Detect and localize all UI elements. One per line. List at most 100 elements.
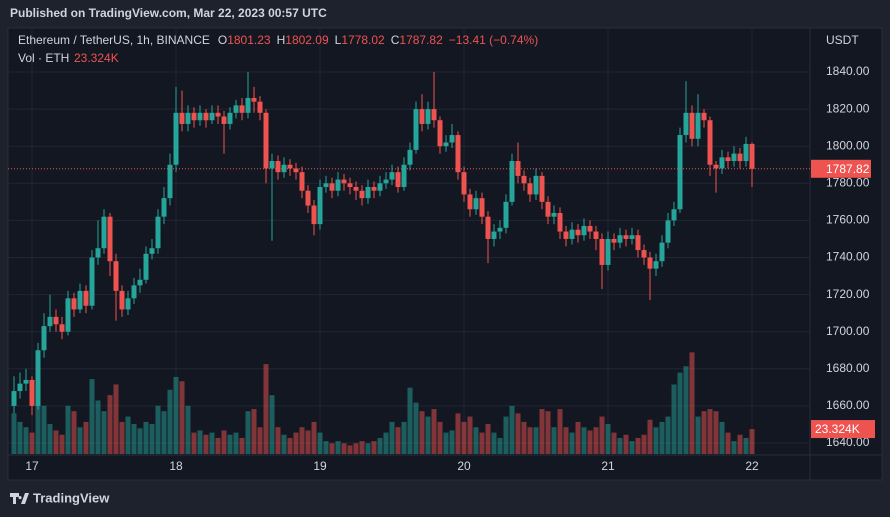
candle-body	[101, 216, 107, 249]
candle-body	[191, 112, 197, 121]
candle-body	[503, 201, 509, 228]
volume-bar	[59, 434, 65, 454]
candle-body	[713, 164, 719, 169]
candle-body	[347, 183, 353, 188]
volume-bar	[41, 405, 47, 454]
candle-body	[665, 220, 671, 243]
last-price-box	[811, 159, 871, 178]
candle-body	[743, 143, 749, 162]
candle-body	[533, 175, 539, 195]
volume-bar	[689, 352, 695, 454]
volume-bar	[95, 400, 101, 454]
volume-bar	[89, 379, 95, 454]
volume-bar	[119, 421, 125, 454]
volume-bar	[215, 437, 221, 454]
candle-body	[155, 216, 161, 249]
candle-body	[323, 183, 329, 188]
candle-body	[497, 227, 503, 232]
ohlc-key: O	[218, 33, 227, 47]
volume-bar	[371, 441, 377, 454]
y-tick-label: 1700.00	[826, 324, 870, 338]
candle-body	[365, 187, 371, 199]
volume-bar	[473, 427, 479, 454]
volume-bar	[509, 405, 515, 454]
volume-bar	[527, 427, 533, 454]
candle-body	[65, 298, 71, 332]
volume-bar	[575, 421, 581, 454]
ohlc-key: L	[335, 33, 342, 47]
candle-body	[185, 112, 191, 124]
candle-body	[521, 175, 527, 184]
volume-bar	[677, 372, 683, 454]
y-tick-label: 1840.00	[826, 64, 870, 78]
candle-body	[179, 112, 185, 124]
candle-body	[641, 250, 647, 258]
volume-bar	[71, 411, 77, 454]
x-tick-label: 17	[25, 459, 39, 473]
volume-bar	[623, 434, 629, 454]
volume-bar	[83, 421, 89, 454]
volume-bar	[695, 416, 701, 454]
candle-body	[671, 209, 677, 221]
candle-body	[89, 257, 95, 306]
candle-body	[245, 97, 251, 113]
candle-body	[269, 161, 275, 169]
x-tick-label: 20	[457, 459, 471, 473]
volume-bar	[413, 402, 419, 454]
chart-pane	[7, 27, 883, 481]
volume-bar	[263, 364, 269, 454]
volume-bar	[239, 437, 245, 454]
volume-bar	[377, 437, 383, 454]
volume-bar	[227, 434, 233, 454]
x-tick-label: 19	[313, 459, 327, 473]
candle-body	[173, 112, 179, 165]
candle-body	[329, 183, 335, 191]
candle-body	[197, 112, 203, 121]
ohlc-key: H	[277, 33, 286, 47]
ohlc-key: C	[391, 33, 400, 47]
candle-body	[593, 231, 599, 239]
volume-bar	[365, 443, 371, 454]
volume-bar	[545, 411, 551, 454]
volume-value-box	[811, 420, 875, 439]
candle-body	[263, 112, 269, 169]
candle-body	[47, 316, 53, 327]
candle-body	[611, 238, 617, 243]
volume-bar	[347, 445, 353, 454]
candle-body	[275, 161, 281, 173]
volume-bar	[137, 428, 143, 454]
candle-body	[149, 248, 155, 254]
candle-body	[563, 231, 569, 239]
ohlc-values: O1801.23 H1802.09 L1778.02 C1787.82 −13.41 (…	[218, 33, 538, 47]
volume-bar	[161, 411, 167, 454]
volume-bar	[419, 411, 425, 454]
volume-bar	[221, 430, 227, 454]
logo: TradingView	[10, 490, 110, 505]
volume-bar	[353, 443, 359, 454]
candle-body	[587, 225, 593, 232]
volume-bar	[23, 427, 29, 454]
volume-bar	[581, 427, 587, 454]
candle-body	[287, 164, 293, 169]
candle-body	[581, 225, 587, 236]
volume-bar	[185, 405, 191, 454]
volume-bar	[749, 429, 755, 454]
volume-bar	[683, 366, 689, 454]
candle-body	[341, 179, 347, 184]
candle-body	[431, 109, 437, 121]
volume-bar	[467, 416, 473, 454]
volume-bar	[407, 387, 413, 454]
y-tick-label: 1660.00	[826, 398, 870, 412]
candle-body	[35, 350, 41, 406]
volume-bar	[503, 416, 509, 454]
volume-bar	[599, 416, 605, 454]
candle-body	[353, 187, 359, 191]
volume-bar	[143, 421, 149, 454]
candle-body	[293, 168, 299, 173]
candle-body	[335, 179, 341, 191]
volume-bar	[449, 430, 455, 454]
candle-body	[677, 135, 683, 210]
volume-bar	[737, 434, 743, 454]
volume-bar	[731, 441, 737, 454]
candle-body	[119, 290, 125, 310]
